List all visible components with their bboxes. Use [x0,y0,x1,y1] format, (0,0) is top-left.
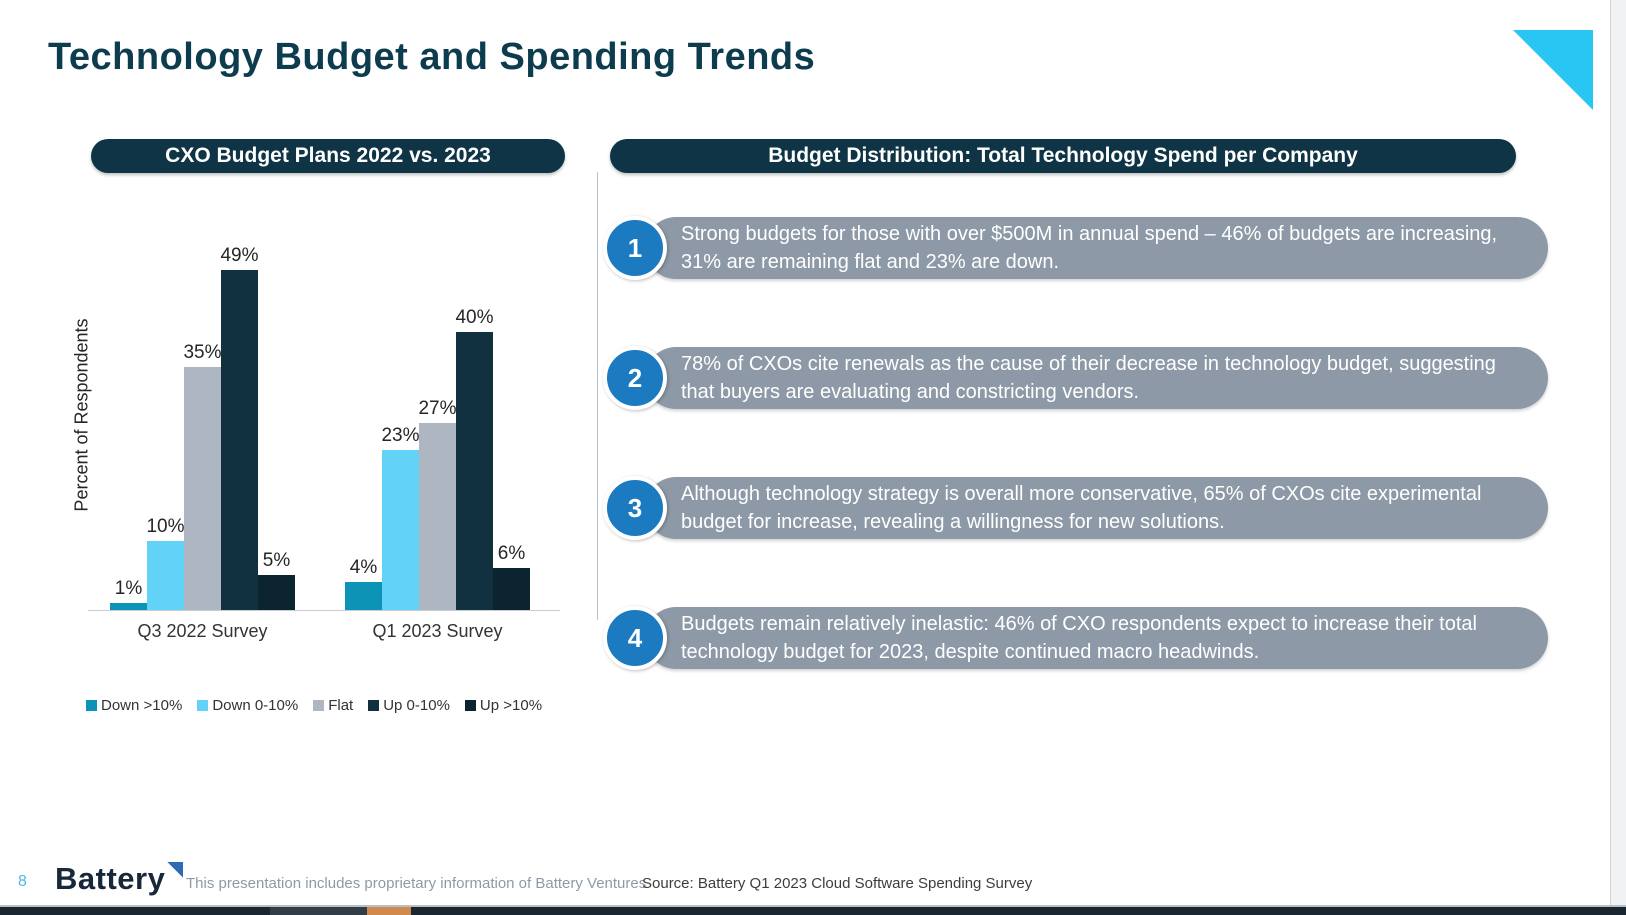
bar-rect-down-0-10: 10% [146,516,185,610]
bar-value-label: 49% [220,245,259,266]
bullet-number-badge: 1 [603,216,667,280]
legend-label: Down >10% [101,697,183,714]
budget-plans-bar-chart: 1% 10% 35% 49% 5% 4% 23% 27% 40% 6% [110,245,530,610]
bar-value-label: 4% [349,557,378,578]
bar-rect-down-0-10: 23% [381,425,420,610]
page-number: 8 [18,873,27,890]
legend-label: Up 0-10% [383,697,450,714]
legend-item-up-10: Up >10% [464,697,543,714]
battery-logo: Battery [55,861,184,897]
bullet-pill: Budgets remain relatively inelastic: 46%… [645,607,1548,669]
bar-down-0-10-q3-2022-survey: 10% [146,516,185,610]
disclaimer-text: This presentation includes proprietary i… [186,875,647,892]
bar-up-0-10-q1-2023-survey: 40% [455,307,494,610]
window-bottom-bar [0,907,1626,915]
legend-swatch-icon [368,700,380,711]
bar-group-q3-2022-survey: 1% 10% 35% 49% 5% [110,245,295,610]
bullet-list: Strong budgets for those with over $500M… [603,216,1548,736]
slide-title: Technology Budget and Spending Trends [48,36,816,78]
legend-item-up-0-10: Up 0-10% [368,697,450,714]
bar-down-10-q3-2022-survey: 1% [110,578,147,610]
legend-swatch-icon [86,700,97,711]
bar-value-label: 40% [455,307,494,328]
bar-value-label: 6% [497,543,526,564]
legend-swatch-icon [197,700,209,711]
bottom-bar-orange-segment [367,907,411,915]
source-text: Source: Battery Q1 2023 Cloud Software S… [642,875,1033,892]
bullet-item-1: Strong budgets for those with over $500M… [603,216,1548,280]
bar-value-label: 27% [418,398,457,419]
bar-rect-down-10: 4% [345,557,382,610]
legend-swatch-icon [313,700,325,711]
bar-up-10-q1-2023-survey: 6% [493,543,530,610]
bar-rect-up-10: 5% [258,550,295,610]
bar-value-label: 1% [114,578,143,599]
legend-item-flat: Flat [313,697,353,714]
bullet-item-4: Budgets remain relatively inelastic: 46%… [603,606,1548,670]
x-axis-line [88,610,560,611]
bullet-number-badge: 4 [603,606,667,670]
bar-rect-up-0-10: 49% [220,245,259,610]
window-bottom-edge-line [0,905,1626,907]
legend-label: Down 0-10% [212,697,299,714]
chart-panel-header: CXO Budget Plans 2022 vs. 2023 [91,139,565,173]
legend-item-down-10: Down >10% [86,697,182,714]
bullet-pill: Although technology strategy is overall … [645,477,1548,539]
bullet-number-badge: 3 [603,476,667,540]
panel-divider [597,172,598,620]
bullet-text: Although technology strategy is overall … [681,482,1482,533]
bottom-bar-segment [270,907,367,915]
bar-value-label: 23% [381,425,420,446]
bullet-item-3: Although technology strategy is overall … [603,476,1548,540]
category-label-q1-2023-survey: Q1 2023 Survey [372,621,503,641]
bullet-text: Budgets remain relatively inelastic: 46%… [681,612,1477,663]
bullet-number-badge: 2 [603,346,667,410]
bar-value-label: 5% [262,550,291,571]
bar-down-10-q1-2023-survey: 4% [345,557,382,610]
bar-rect-flat: 27% [418,398,457,610]
bar-flat-q1-2023-survey: 27% [418,398,457,610]
bullet-pill: Strong budgets for those with over $500M… [645,217,1548,279]
corner-accent-triangle-icon [1513,30,1593,110]
category-label-q3-2022-survey: Q3 2022 Survey [137,621,268,641]
legend-label: Up >10% [479,697,543,714]
y-axis-label: Percent of Respondents [71,318,92,512]
bar-up-0-10-q3-2022-survey: 49% [220,245,259,610]
right-panel-header: Budget Distribution: Total Technology Sp… [610,139,1516,173]
bar-rect-up-0-10: 40% [455,307,494,610]
bar-down-0-10-q1-2023-survey: 23% [381,425,420,610]
bar-rect-flat: 35% [183,342,222,610]
bar-value-label: 35% [183,342,222,363]
bar-up-10-q3-2022-survey: 5% [258,550,295,610]
bar-rect-down-10: 1% [110,578,147,610]
x-axis-category-labels: Q3 2022 Survey Q1 2023 Survey [110,621,530,642]
bullet-item-2: 78% of CXOs cite renewals as the cause o… [603,346,1548,410]
bullet-text: 78% of CXOs cite renewals as the cause o… [681,352,1496,403]
battery-logo-text: Battery [55,861,166,896]
bar-value-label: 10% [146,516,185,537]
chart-legend: Down >10% Down 0-10% Flat Up 0-10% Up >10% [86,697,542,714]
battery-logo-triangle-icon [167,862,184,878]
bar-group-q1-2023-survey: 4% 23% 27% 40% 6% [345,307,530,610]
bullet-pill: 78% of CXOs cite renewals as the cause o… [645,347,1548,409]
legend-swatch-icon [464,700,476,711]
legend-label: Flat [328,697,354,714]
legend-item-down-0-10: Down 0-10% [197,697,298,714]
bar-flat-q3-2022-survey: 35% [183,342,222,610]
bullet-text: Strong budgets for those with over $500M… [681,222,1498,273]
window-right-edge [1610,0,1626,907]
bar-rect-up-10: 6% [493,543,530,610]
